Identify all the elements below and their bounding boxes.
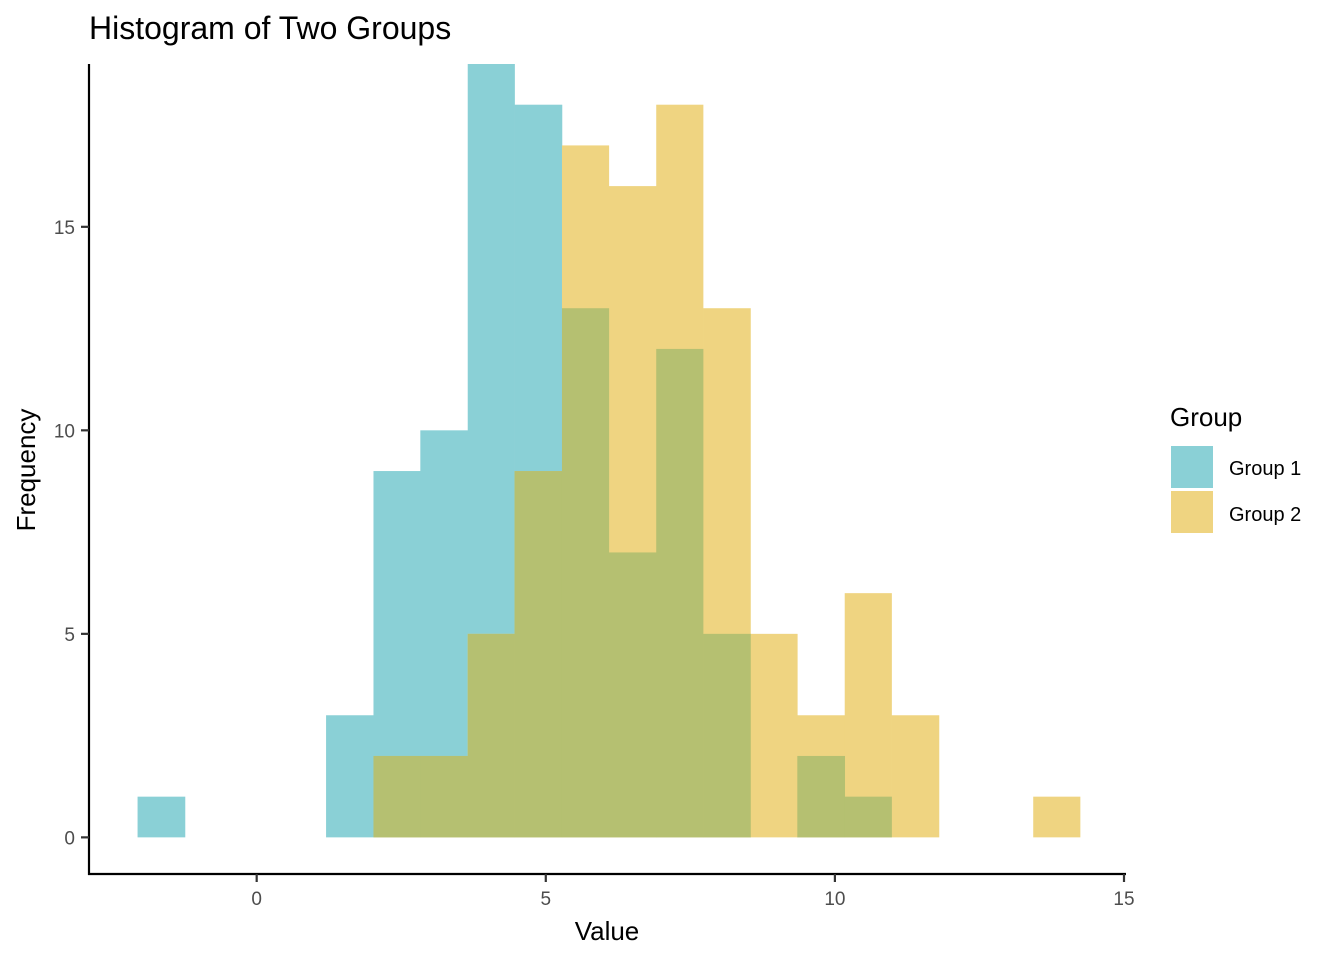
legend-key-group-2 [1171, 491, 1213, 533]
overlap-bar [467, 633, 515, 838]
x-tick-label: 10 [824, 889, 845, 910]
overlap-bar [561, 308, 610, 838]
group-2-bar [891, 715, 940, 838]
x-axis-ticks: 0 5 10 15 [251, 874, 1135, 910]
overlap-bar [514, 471, 563, 838]
chart-title: Histogram of Two Groups [89, 10, 451, 46]
y-tick-label: 5 [64, 625, 75, 646]
legend-label-group-2: Group 2 [1229, 504, 1301, 526]
x-tick-label: 15 [1113, 889, 1134, 910]
overlap-bars [373, 308, 892, 838]
overlap-bar [844, 796, 892, 838]
group-2-bar [1033, 796, 1081, 838]
x-tick-label: 0 [251, 889, 262, 910]
overlap-bar [703, 633, 751, 838]
overlap-bar [608, 552, 657, 838]
y-axis-ticks: 0 5 10 15 [54, 218, 89, 849]
y-tick-label: 10 [54, 421, 75, 442]
overlap-bar [373, 755, 421, 838]
overlap-bar [420, 755, 469, 838]
legend-key-group-1 [1171, 446, 1213, 488]
y-tick-label: 0 [64, 828, 75, 849]
x-axis-title: Value [575, 916, 640, 946]
group-1-bar [137, 796, 186, 838]
group-2-bar [750, 633, 798, 838]
overlap-bar [656, 348, 704, 838]
y-axis-title: Frequency [11, 409, 41, 532]
legend: Group Group 1 Group 2 [1170, 402, 1301, 533]
overlap-bar [797, 755, 846, 838]
legend-title: Group [1170, 402, 1242, 432]
legend-label-group-1: Group 1 [1229, 458, 1301, 480]
x-tick-label: 5 [540, 889, 551, 910]
y-tick-label: 15 [54, 218, 75, 239]
group-1-bar [326, 715, 374, 838]
